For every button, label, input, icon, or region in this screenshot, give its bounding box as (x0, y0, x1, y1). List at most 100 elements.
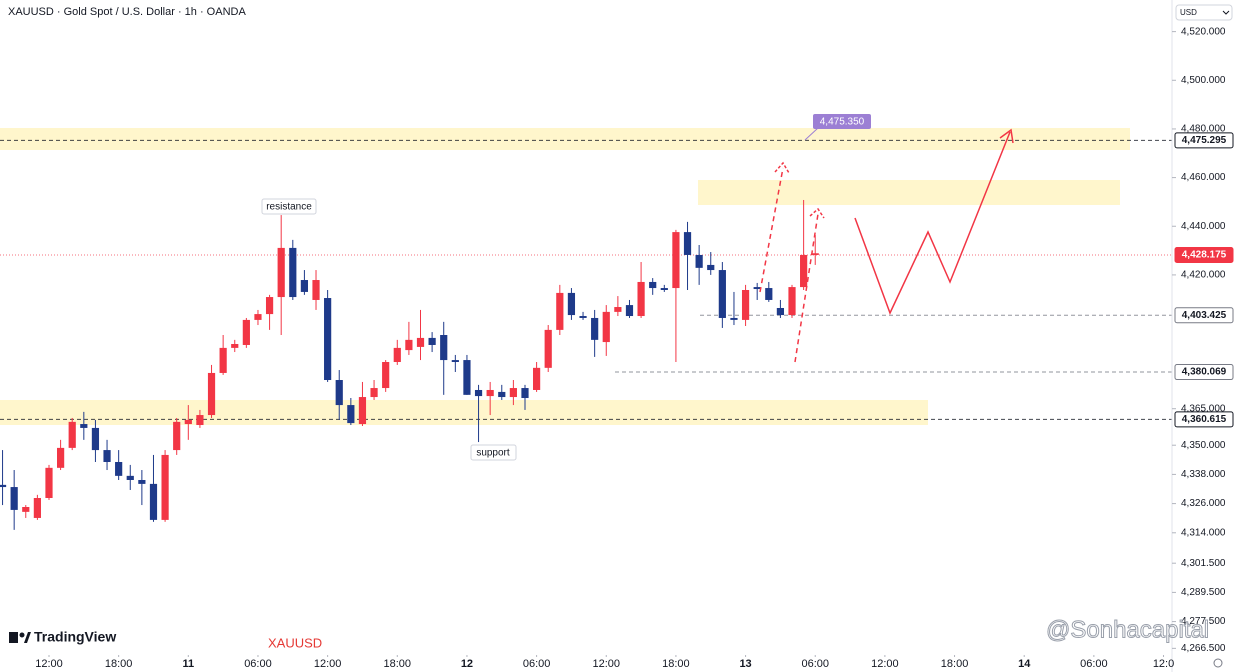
y-tick-label: 4,520.000 (1181, 26, 1226, 37)
target-label-box (813, 114, 871, 129)
candle-body (776, 307, 785, 316)
chart-title: XAUUSD · Gold Spot / U.S. Dollar · 1h · … (8, 6, 246, 18)
price-level-label: 4,428.175 (1182, 250, 1227, 261)
x-tick-label: 06:00 (523, 658, 551, 670)
candle-body (788, 287, 796, 316)
logo-mark (19, 632, 25, 638)
zone (0, 400, 928, 425)
arrow-head (999, 128, 1014, 144)
currency: USD (1180, 8, 1197, 17)
y-tick-label: 4,420.000 (1181, 270, 1226, 281)
y-tick-label: 4,326.000 (1181, 498, 1226, 509)
candle-body (312, 280, 320, 300)
candle-body (254, 314, 262, 320)
y-tick-label: 4,314.000 (1181, 527, 1226, 538)
plot-area (0, 139, 1172, 530)
settings-icon[interactable] (1213, 658, 1223, 668)
candle-body (10, 487, 18, 510)
resistance-label: resistance (266, 202, 312, 213)
candle-body (625, 305, 634, 317)
y-tick-label: 4,338.000 (1181, 469, 1226, 480)
candle-body (637, 281, 645, 317)
candle-body (730, 317, 738, 320)
candle-body (347, 405, 355, 424)
price-level-box (1174, 411, 1234, 428)
candle-body (707, 264, 715, 271)
price-level-box (1174, 247, 1234, 264)
candle-body (660, 288, 668, 290)
candle-body (393, 347, 401, 363)
watermark-author: @Sonhacapital (1046, 616, 1209, 643)
x-tick-label: 11 (182, 658, 194, 670)
x-tick-label: 12:00 (35, 658, 63, 670)
y-tick-label: 4,350.000 (1181, 440, 1226, 451)
price-panel (1172, 0, 1236, 672)
candle-body (753, 287, 761, 290)
x-tick-label: 12 (461, 658, 473, 670)
candle-body (358, 397, 367, 425)
x-tick-label: 18:00 (105, 658, 133, 670)
candle-body (138, 479, 146, 484)
candle-body (370, 388, 378, 398)
candle-body (22, 507, 30, 512)
price-level-box (1174, 364, 1234, 381)
callout-line (804, 127, 819, 141)
y-tick-label: 4,266.500 (1181, 643, 1226, 654)
x-tick-label: 12:00 (871, 658, 899, 670)
currency-select[interactable] (1175, 4, 1233, 21)
candle-body (416, 337, 425, 347)
y-tick-label: 4,480.000 (1181, 124, 1226, 135)
logo-mark (24, 632, 31, 643)
y-tick-label: 4,277.500 (1181, 616, 1226, 627)
tradingview-logo: TradingView (9, 629, 116, 645)
candle-body (91, 427, 100, 451)
candle-body (695, 254, 703, 268)
candle-body (649, 281, 657, 289)
zone (698, 180, 1120, 205)
candle-body (811, 253, 819, 255)
price-level-label: 4,360.615 (1182, 414, 1227, 425)
candle-body (277, 247, 285, 298)
candle-body (184, 419, 192, 425)
candle-body (474, 389, 483, 397)
price-level-label: 4,475.295 (1182, 135, 1227, 146)
price-level-label: 4,380.069 (1182, 367, 1227, 378)
time-axis: 12:00 18:00 11 06:00 12:00 18:00 12 06:00 12:00 1… (35, 655, 1174, 670)
candle-body (614, 307, 622, 312)
arrow-head (774, 161, 790, 174)
support-tag (470, 444, 517, 461)
x-tick-label: 06:00 (244, 658, 272, 670)
candle-body (115, 461, 123, 476)
x-tick-label: 18:00 (384, 658, 412, 670)
dashed-arrow (759, 167, 784, 293)
y-tick-label: 4,365.000 (1181, 403, 1226, 414)
candle-body (126, 475, 134, 480)
dashed-arrow (794, 213, 819, 363)
candle-body (683, 232, 692, 255)
candle-body (265, 297, 274, 315)
candle-body (451, 360, 459, 363)
candle-body (382, 362, 390, 389)
x-tick-label: 18:00 (662, 658, 690, 670)
candle-body (207, 372, 216, 416)
price-level-box (1174, 307, 1234, 324)
candle-body (161, 454, 169, 520)
price-level-box (1174, 132, 1234, 149)
candle-body (521, 388, 529, 399)
candle-body (533, 367, 541, 390)
y-tick-label: 4,301.500 (1181, 558, 1226, 569)
y-tick-label: 4,500.000 (1181, 75, 1226, 86)
brand: TradingView (34, 629, 116, 645)
candle-body (231, 344, 239, 348)
candle-body (405, 339, 413, 351)
candle-body (289, 247, 297, 298)
candle-body (440, 335, 448, 361)
candle-body (741, 289, 750, 320)
candle-body (80, 424, 88, 428)
candle-body (567, 292, 576, 316)
y-tick-label: 4,460.000 (1181, 172, 1226, 183)
candle-body (33, 498, 41, 518)
price-level-label: 4,403.425 (1182, 310, 1227, 321)
